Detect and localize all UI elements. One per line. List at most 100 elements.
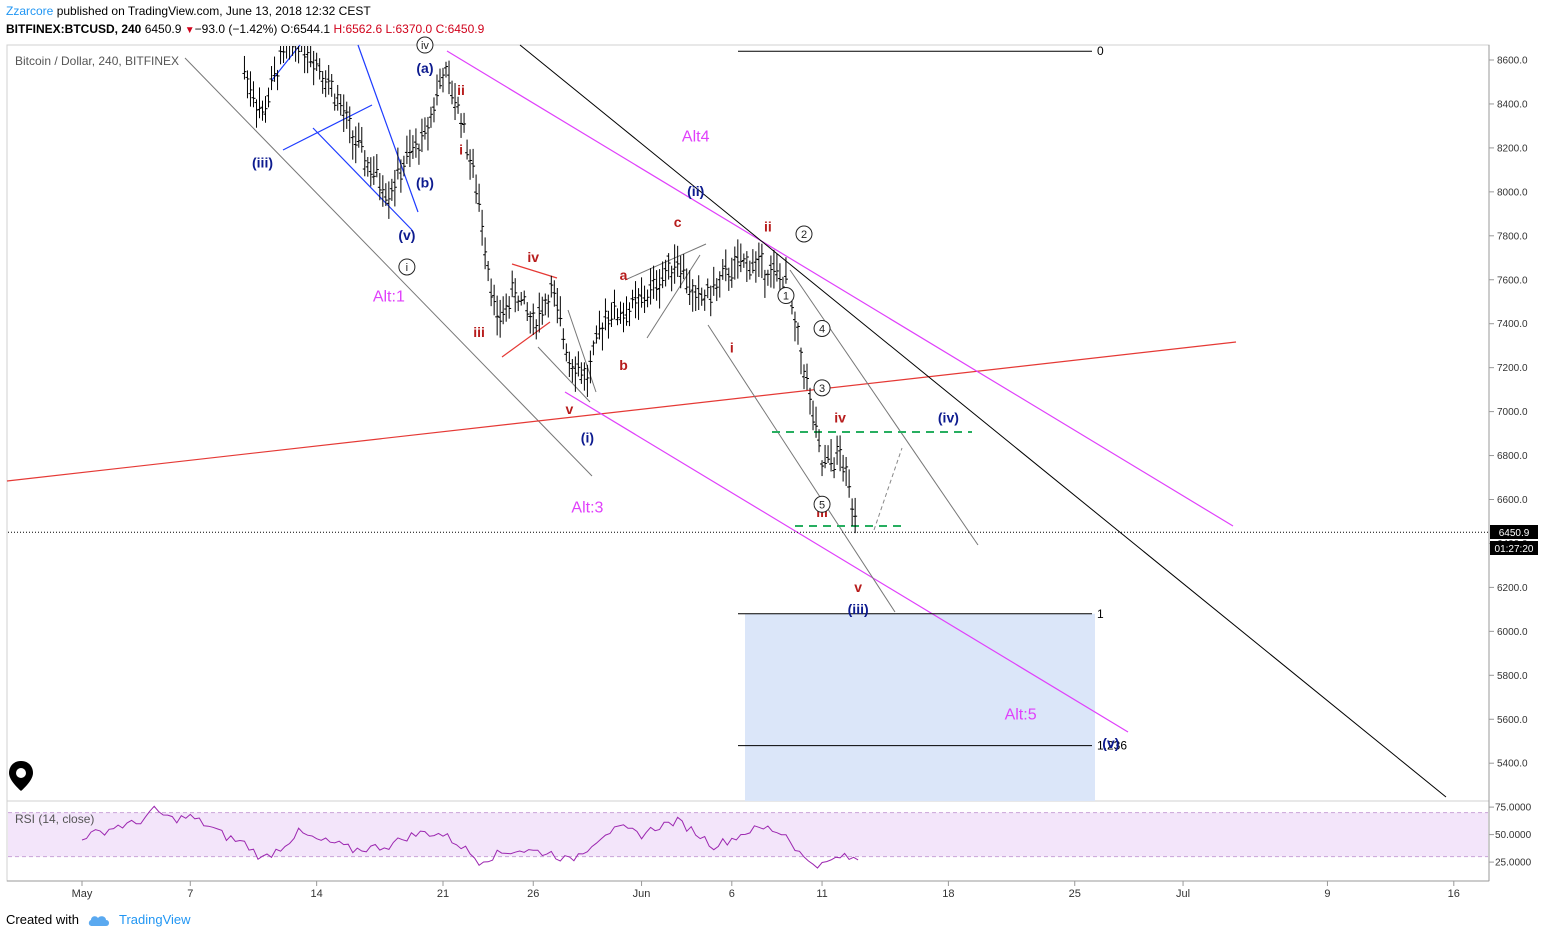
price-badge-bg bbox=[1490, 525, 1538, 539]
wave-circle-label: iv bbox=[421, 40, 429, 52]
wave-label: (v) bbox=[1102, 735, 1119, 751]
time-tick-label: 18 bbox=[942, 888, 954, 900]
time-tick-label: 21 bbox=[437, 888, 449, 900]
price-tick-label: 7000.0 bbox=[1497, 407, 1528, 418]
price-tick-label: 5800.0 bbox=[1497, 671, 1528, 682]
price-tick-label: 5400.0 bbox=[1497, 759, 1528, 770]
wave-circle-label: 2 bbox=[801, 229, 807, 241]
wave-label: Alt4 bbox=[682, 128, 710, 145]
low-value: L:6370.0 bbox=[385, 22, 433, 36]
high-value: H:6562.6 bbox=[333, 22, 383, 36]
price-tick-label: 5600.0 bbox=[1497, 715, 1528, 726]
time-tick-label: 26 bbox=[527, 888, 539, 900]
rsi-axis-labels: 25.0000 50.0000 75.0000 bbox=[1489, 803, 1532, 869]
wave-label: c bbox=[674, 214, 682, 230]
wave-label: (b) bbox=[416, 174, 434, 190]
price-tick-label: 8200.0 bbox=[1497, 143, 1528, 154]
blue-channel-d bbox=[357, 44, 419, 213]
last-price: 6450.9 bbox=[144, 22, 182, 36]
trendlines bbox=[6, 44, 1447, 798]
wave-circle bbox=[777, 287, 795, 305]
fib-level-label: 1.236 bbox=[1097, 739, 1127, 753]
wave-label: v bbox=[565, 401, 573, 417]
rsi-tick-label: 25.0000 bbox=[1495, 858, 1532, 869]
wave-label: Alt:3 bbox=[571, 500, 603, 517]
rsi-band-fill bbox=[8, 812, 1488, 857]
wave-label: iv bbox=[834, 410, 846, 426]
wave-label: iii bbox=[473, 324, 485, 340]
wave-circle bbox=[795, 225, 813, 243]
created-with-text: Created with bbox=[6, 912, 79, 927]
rsi-line bbox=[81, 805, 859, 869]
flag-lower bbox=[646, 254, 701, 339]
wave-circle bbox=[416, 36, 434, 54]
wave-annotations: Alt:1 Alt:3 Alt4 Alt:5 (iii) (a) (b) (v) (i) (ii)… bbox=[252, 36, 1119, 751]
channel-grey-mid bbox=[707, 324, 896, 613]
symbol-label: BITFINEX:BTCUSD, 240 bbox=[6, 22, 142, 36]
symbol-legend[interactable]: Bitcoin / Dollar, 240, BITFINEX bbox=[15, 54, 179, 68]
price-tick-label: 7400.0 bbox=[1497, 319, 1528, 330]
wedge-lower bbox=[537, 346, 591, 403]
time-tick-label: 6 bbox=[729, 888, 735, 900]
wave-label: (ii) bbox=[687, 183, 704, 199]
fib-levels: 0 1 1.236 bbox=[738, 44, 1127, 753]
time-tick-label: 14 bbox=[311, 888, 323, 900]
price-tick-label: 7200.0 bbox=[1497, 363, 1528, 374]
wave-label: Alt:1 bbox=[373, 289, 405, 306]
wave-circle bbox=[813, 319, 831, 337]
published-text: published on TradingView.com, June 13, 2… bbox=[56, 4, 371, 18]
channel-grey-right bbox=[789, 269, 979, 546]
time-axis-labels: May 7 14 21 26 Jun 6 11 18 25 Jul 9 16 bbox=[72, 881, 1460, 900]
wave-label: (i) bbox=[581, 429, 594, 445]
channel-magenta-lower bbox=[564, 391, 1129, 733]
rsi-legend[interactable]: RSI (14, close) bbox=[15, 812, 94, 826]
rsi-path bbox=[81, 805, 859, 869]
wave-circle-label: 4 bbox=[819, 323, 825, 335]
fib-level-label: 1 bbox=[1097, 607, 1104, 621]
target-zone bbox=[745, 613, 1095, 801]
symbol-ohlc-line: BITFINEX:BTCUSD, 240 6450.9 ▼−93.0 (−1.4… bbox=[6, 22, 484, 36]
wave-circle bbox=[813, 495, 831, 513]
author-link[interactable]: Zzarcore bbox=[6, 4, 54, 18]
wave-label: ii bbox=[764, 218, 772, 234]
time-tick-label: 7 bbox=[187, 888, 193, 900]
wave-label: i bbox=[730, 339, 734, 355]
triangle-lower bbox=[501, 321, 551, 358]
price-tick-label: 7600.0 bbox=[1497, 275, 1528, 286]
time-tick-label: Jul bbox=[1176, 888, 1190, 900]
price-axis-labels: 5400.05600.05800.06000.06200.06400.06600… bbox=[1489, 56, 1528, 770]
marker-pin-icon[interactable] bbox=[9, 761, 33, 791]
wave-circle bbox=[398, 258, 416, 276]
time-tick-label: May bbox=[72, 888, 93, 900]
price-tick-label: 6600.0 bbox=[1497, 495, 1528, 506]
wave-label: Alt:5 bbox=[1005, 706, 1037, 723]
wedge-upper bbox=[567, 309, 597, 393]
projection-dashed bbox=[873, 447, 903, 531]
price-badge-value: 6450.9 bbox=[1499, 528, 1530, 539]
tradingview-brand-link[interactable]: TradingView bbox=[118, 912, 191, 927]
wave-label: (v) bbox=[398, 227, 415, 243]
close-value: C:6450.9 bbox=[435, 22, 485, 36]
time-tick-label: 9 bbox=[1324, 888, 1330, 900]
price-tick-label: 8400.0 bbox=[1497, 99, 1528, 110]
price-tick-label: 7800.0 bbox=[1497, 231, 1528, 242]
wave-label: i bbox=[459, 141, 463, 157]
blue-channel-b bbox=[312, 127, 413, 231]
wave-label: ii bbox=[457, 82, 465, 98]
wave-label: iv bbox=[527, 249, 539, 265]
trendline-red bbox=[6, 341, 1237, 482]
wave-label: (a) bbox=[416, 60, 433, 76]
wave-label: (iii) bbox=[848, 601, 869, 617]
time-tick-label: 25 bbox=[1069, 888, 1081, 900]
time-tick-label: 11 bbox=[816, 888, 827, 900]
fib-level-label: 0 bbox=[1097, 44, 1104, 58]
wave-label: v bbox=[854, 579, 862, 595]
rsi-band bbox=[8, 812, 1488, 858]
wave-label: a bbox=[620, 267, 628, 283]
price-change: −93.0 (−1.42%) bbox=[194, 22, 278, 36]
channel-line-left bbox=[184, 57, 593, 477]
triangle-upper bbox=[511, 263, 558, 279]
price-tick-label: 8600.0 bbox=[1497, 56, 1528, 67]
publish-info: Zzarcore published on TradingView.com, J… bbox=[6, 4, 371, 18]
